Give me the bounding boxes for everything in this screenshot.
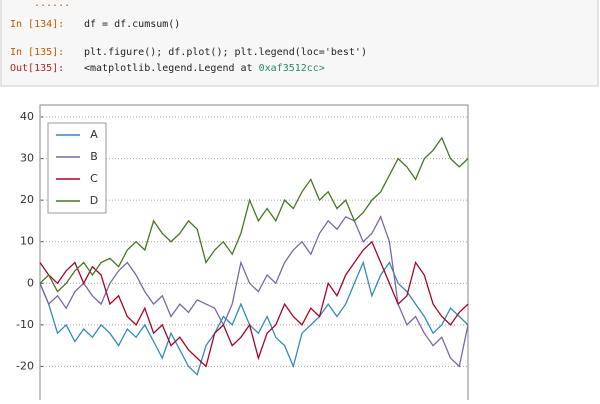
legend-label: C [90, 172, 98, 185]
series-line [39, 136, 469, 293]
code: df = df.cumsum() [84, 19, 180, 30]
in-prompt: In [135]: [10, 47, 64, 58]
y-tick-label: 20 [20, 193, 34, 206]
output-text: <matplotlib.legend.Legend at 0xaf3512cc> [84, 63, 325, 74]
y-tick-label: -20 [16, 359, 34, 372]
legend-label: D [90, 194, 98, 207]
legend-label: B [90, 150, 98, 163]
y-tick-label: 0 [27, 276, 34, 289]
output-address: 0xaf3512cc> [259, 63, 325, 74]
code: plt.figure(); df.plot(); plt.legend(loc=… [84, 47, 367, 58]
y-tick-label: 10 [20, 235, 34, 248]
legend-box [47, 122, 107, 214]
cell-area [0, 0, 599, 87]
legend-label: A [90, 128, 98, 141]
y-tick-label: -10 [16, 318, 34, 331]
y-tick-label: 40 [20, 110, 34, 123]
in-prompt: In [134]: [10, 19, 64, 30]
y-tick-label: 30 [20, 152, 34, 165]
series-line [39, 260, 469, 376]
plot-area [39, 104, 469, 404]
series-line [39, 215, 469, 368]
out-prompt: Out[135]: [10, 63, 64, 74]
ellipsis: ...... [34, 0, 70, 9]
series-line [39, 240, 469, 368]
output-text: <matplotlib.legend.Legend at [84, 63, 259, 74]
